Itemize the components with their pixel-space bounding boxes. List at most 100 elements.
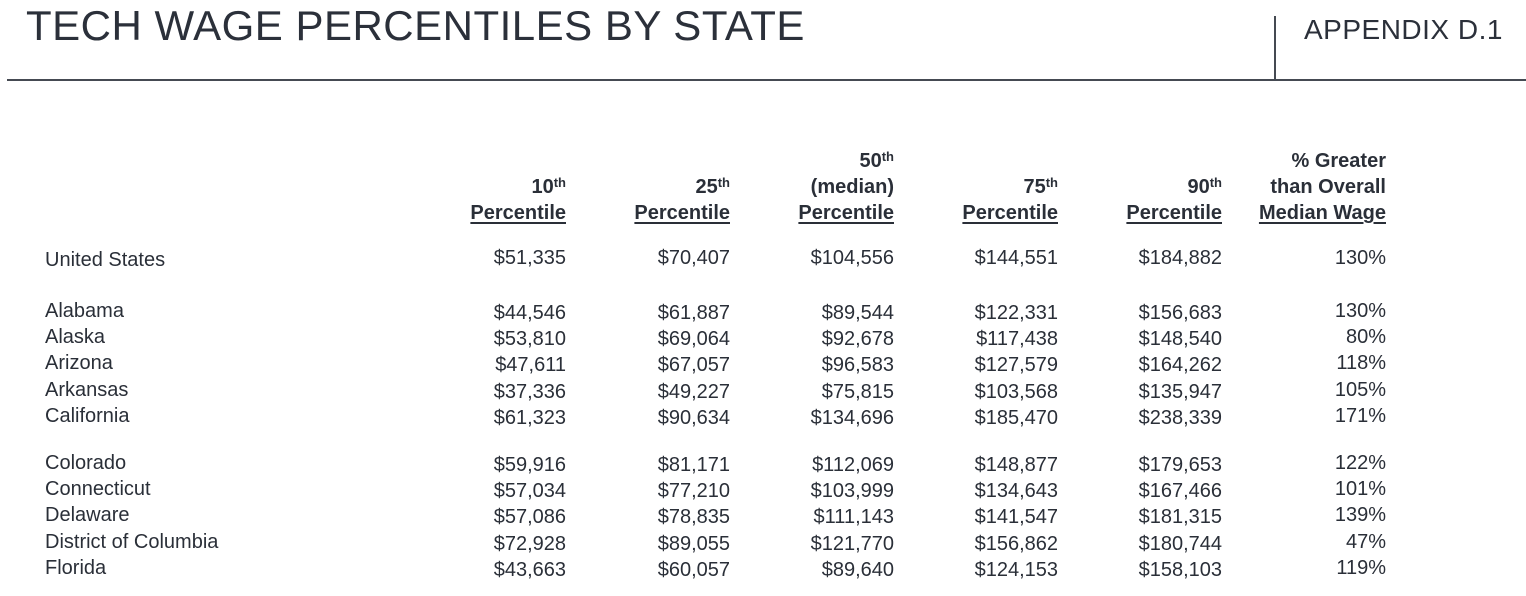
column-header: 75th Percentile <box>962 174 1058 226</box>
table-cell-wage: $89,640 <box>821 558 894 581</box>
table-cell-wage: $135,947 <box>1138 380 1222 403</box>
column-header-line: (median) <box>810 176 894 198</box>
table-cell-wage: $103,568 <box>974 380 1058 403</box>
column-header: 10th Percentile <box>470 174 566 226</box>
table-cell-wage: $51,335 <box>493 247 566 269</box>
row-label-state: Delaware <box>45 504 130 527</box>
table-cell-wage: $49,227 <box>657 380 730 403</box>
column-header-label: Median Wage <box>1258 202 1386 224</box>
table-cell-wage: $112,069 <box>812 454 894 476</box>
table-cell-wage: $180,744 <box>1138 532 1222 555</box>
table-cell-wage: $47,611 <box>495 354 566 377</box>
table-cell-wage: $75,815 <box>821 380 894 403</box>
table-cell-wage: $122,331 <box>974 302 1058 324</box>
table-cell-wage: $134,643 <box>974 480 1058 503</box>
table-cell-pct: 47% <box>1345 530 1386 553</box>
table-cell-wage: $144,551 <box>974 247 1058 269</box>
table-cell-wage: $90,634 <box>657 406 730 429</box>
appendix-label: APPENDIX D.1 <box>1304 14 1503 45</box>
table-cell-wage: $72,928 <box>493 532 566 555</box>
table-cell-pct: 101% <box>1334 478 1386 501</box>
ordinal-suffix: th <box>717 175 730 190</box>
column-header-line: % Greater <box>1291 150 1387 172</box>
table-cell-wage: $111,143 <box>813 506 894 529</box>
table-cell-wage: $124,153 <box>974 558 1058 581</box>
row-label-state: Florida <box>45 556 107 579</box>
ordinal-suffix: th <box>881 149 894 164</box>
column-header-label: Percentile <box>1126 202 1222 224</box>
table-cell-wage: $156,683 <box>1138 302 1222 324</box>
table-cell-wage: $57,034 <box>493 480 566 503</box>
table-cell-pct: 119% <box>1336 556 1386 579</box>
table-cell-wage: $238,339 <box>1138 406 1222 429</box>
ordinal-suffix: th <box>1045 175 1058 190</box>
table-cell-pct: 130% <box>1334 300 1386 322</box>
row-label-state: District of Columbia <box>45 530 219 553</box>
row-label-state: Alaska <box>45 326 106 349</box>
table-cell-wage: $89,055 <box>657 532 730 555</box>
column-header-ordinal: 50th <box>859 149 894 172</box>
column-header-label: Percentile <box>470 202 566 224</box>
page-title: TECH WAGE PERCENTILES BY STATE <box>26 2 805 49</box>
row-label-state: Alabama <box>45 300 124 322</box>
table-cell-wage: $103,999 <box>810 480 894 503</box>
column-header-line: than Overall <box>1270 176 1386 198</box>
table-cell-wage: $61,323 <box>493 406 566 429</box>
row-label-state: Arkansas <box>45 378 129 401</box>
table-cell-wage: $77,210 <box>657 480 730 503</box>
row-label-united-states: United States <box>45 249 166 271</box>
row-label-state: Arizona <box>45 352 113 375</box>
table-cell-wage: $117,438 <box>976 328 1058 351</box>
ordinal-suffix: th <box>1209 175 1222 190</box>
table-cell-wage: $53,810 <box>493 328 566 351</box>
table-cell-pct: 171% <box>1334 404 1386 427</box>
table-cell-wage: $164,262 <box>1138 354 1222 377</box>
table-cell-wage: $60,057 <box>657 558 730 581</box>
table-cell-wage: $127,579 <box>974 354 1058 377</box>
table-cell-wage: $70,407 <box>657 247 730 269</box>
column-header-label: Percentile <box>634 202 730 224</box>
table-cell-wage: $181,315 <box>1138 506 1222 529</box>
table-cell-wage: $89,544 <box>821 302 894 324</box>
table-cell-pct: 139% <box>1334 504 1386 527</box>
row-label-state: Connecticut <box>45 478 151 501</box>
table-cell-wage: $69,064 <box>657 328 730 351</box>
table-cell-wage: $179,653 <box>1138 454 1222 476</box>
table-cell-wage: $61,887 <box>657 302 730 324</box>
table-cell-wage: $57,086 <box>493 506 566 529</box>
header-divider <box>1274 16 1276 80</box>
column-header: 25th Percentile <box>634 174 730 226</box>
title-rule <box>7 79 1526 81</box>
table-cell-pct: 80% <box>1345 326 1386 349</box>
table-cell-wage: $148,540 <box>1138 328 1222 351</box>
table-cell-wage: $184,882 <box>1138 247 1222 269</box>
table-cell-wage: $44,546 <box>493 302 566 324</box>
table-cell-wage: $59,916 <box>493 454 566 476</box>
table-cell-pct: 122% <box>1334 452 1386 474</box>
row-label-state: California <box>45 404 130 427</box>
ordinal-suffix: th <box>553 175 566 190</box>
table-cell-pct: 130% <box>1334 247 1386 269</box>
table-cell-wage: $104,556 <box>810 247 894 269</box>
row-label-state: Colorado <box>45 452 127 474</box>
table-cell-wage: $78,835 <box>657 506 730 529</box>
table-cell-wage: $167,466 <box>1138 480 1222 503</box>
column-header-ordinal: 90th <box>1187 175 1222 198</box>
table-cell-pct: 118% <box>1336 352 1386 375</box>
table-cell-wage: $96,583 <box>821 354 894 377</box>
table-cell-wage: $81,171 <box>657 454 730 476</box>
column-header: 90th Percentile <box>1126 174 1222 226</box>
column-header-ordinal: 25th <box>695 175 730 198</box>
table-cell-wage: $37,336 <box>493 380 566 403</box>
table-cell-wage: $43,663 <box>493 558 566 581</box>
column-header-ordinal: 10th <box>531 175 566 198</box>
table-cell-wage: $148,877 <box>974 454 1058 476</box>
table-cell-wage: $67,057 <box>657 354 730 377</box>
column-header-ordinal: 75th <box>1023 175 1058 198</box>
table-cell-wage: $158,103 <box>1138 558 1222 581</box>
table-cell-wage: $185,470 <box>974 406 1058 429</box>
table-cell-wage: $141,547 <box>974 506 1058 529</box>
table-cell-wage: $156,862 <box>974 532 1058 555</box>
table-cell-wage: $92,678 <box>821 328 894 351</box>
column-header: % Greater than Overall Median Wage <box>1259 148 1386 226</box>
